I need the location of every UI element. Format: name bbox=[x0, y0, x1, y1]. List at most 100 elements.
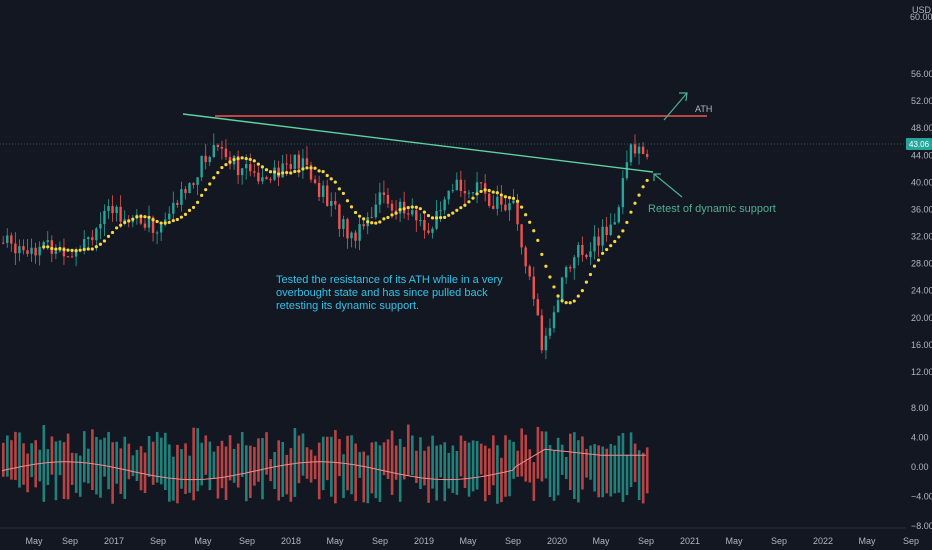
oscillator-bar bbox=[192, 427, 195, 501]
y-tick-label: 8.00 bbox=[911, 403, 929, 413]
candle bbox=[196, 177, 199, 196]
y-tick-label: −8.00 bbox=[911, 521, 932, 531]
ma-dot bbox=[272, 170, 277, 174]
oscillator-bar bbox=[544, 431, 548, 479]
ma-dot bbox=[301, 167, 305, 171]
candle bbox=[585, 253, 588, 260]
candle bbox=[386, 187, 390, 208]
candle bbox=[301, 149, 305, 179]
oscillator-bar bbox=[22, 443, 25, 485]
candle bbox=[407, 208, 410, 221]
oscillator-bar bbox=[103, 437, 106, 477]
annotation-line: Retest of dynamic support bbox=[648, 203, 776, 215]
price-tag: 43.06 bbox=[906, 138, 932, 150]
ma-dot bbox=[98, 242, 102, 246]
oscillator-bar bbox=[184, 443, 187, 494]
ma-dot bbox=[447, 213, 451, 217]
oscillator-bar bbox=[423, 450, 426, 486]
ma-dot bbox=[532, 229, 536, 233]
ma-dot bbox=[402, 207, 406, 211]
ma-dot bbox=[224, 163, 228, 167]
candle bbox=[236, 150, 240, 184]
oscillator-bar bbox=[382, 442, 386, 476]
oscillator-bar bbox=[159, 437, 163, 485]
x-tick-label: May bbox=[858, 536, 876, 546]
time-axis[interactable]: May Sep 2017 Sep May Sep 2018 May Sep 2019 May Sep 2… bbox=[25, 536, 919, 546]
candle bbox=[573, 254, 576, 280]
x-tick-label: May bbox=[592, 536, 610, 546]
candle bbox=[443, 196, 446, 215]
candle bbox=[637, 142, 641, 165]
y-tick-label: 56.00 bbox=[911, 69, 932, 79]
oscillator-bar bbox=[402, 446, 406, 480]
oscillator-bar bbox=[26, 453, 29, 493]
candle bbox=[321, 180, 325, 204]
candle bbox=[265, 175, 268, 180]
oscillator-bar bbox=[212, 451, 216, 479]
oscillator-bar bbox=[220, 440, 224, 489]
oscillator-bar bbox=[151, 441, 155, 485]
ma-dot bbox=[248, 157, 252, 162]
candle bbox=[358, 217, 361, 251]
ma-dot bbox=[394, 211, 398, 215]
oscillator-bar bbox=[309, 449, 313, 483]
oscillator-bar bbox=[374, 441, 378, 499]
oscillator-bar bbox=[354, 443, 357, 502]
ma-dot bbox=[317, 169, 321, 173]
oscillator-bar bbox=[273, 452, 276, 490]
candle bbox=[334, 192, 337, 210]
ma-dot bbox=[434, 216, 439, 220]
oscillator-bar bbox=[111, 442, 114, 504]
ma-dot bbox=[596, 258, 601, 262]
candle bbox=[621, 170, 625, 215]
ma-dot bbox=[503, 195, 507, 199]
ma-dot bbox=[471, 196, 475, 200]
candle bbox=[548, 318, 552, 340]
oscillator-bar bbox=[439, 444, 442, 478]
y-tick-label: 12.00 bbox=[911, 367, 932, 377]
ma-dot bbox=[289, 171, 293, 175]
ma-dot bbox=[637, 193, 641, 197]
ma-dot bbox=[264, 168, 269, 172]
oscillator-bar bbox=[540, 431, 544, 482]
candle bbox=[155, 230, 159, 245]
candle bbox=[22, 239, 25, 255]
ma-dot bbox=[349, 205, 354, 209]
ma-dot bbox=[268, 170, 273, 174]
candle bbox=[451, 183, 454, 193]
candle bbox=[269, 176, 272, 184]
ma-dot bbox=[641, 185, 645, 189]
ma-dot bbox=[82, 247, 86, 252]
candle bbox=[508, 198, 511, 222]
ma-dot bbox=[236, 157, 240, 161]
x-tick-label: 2020 bbox=[547, 536, 567, 546]
ma-dot bbox=[544, 264, 548, 268]
candle bbox=[455, 172, 458, 191]
ma-dot bbox=[572, 299, 576, 303]
x-tick-label: 2021 bbox=[680, 536, 700, 546]
oscillator-bar bbox=[569, 433, 572, 491]
oscillator-bar bbox=[500, 457, 503, 503]
candle bbox=[544, 327, 548, 360]
ma-dot bbox=[483, 188, 487, 192]
oscillator-bar bbox=[398, 438, 402, 502]
oscillator-bar bbox=[625, 454, 629, 496]
ma-dot bbox=[42, 245, 46, 249]
ma-dot bbox=[90, 247, 94, 251]
ma-dot bbox=[159, 221, 163, 225]
candle bbox=[99, 212, 102, 240]
price-axis[interactable]: 56.00 52.00 48.00 44.00 40.00 36.00 32.00 28.00… bbox=[911, 69, 932, 531]
oscillator-bar bbox=[390, 430, 394, 495]
oscillator-bar bbox=[168, 444, 171, 502]
candle bbox=[216, 143, 220, 151]
ma-dot bbox=[337, 187, 341, 191]
candle bbox=[297, 150, 301, 178]
candle bbox=[479, 182, 483, 189]
candle bbox=[293, 154, 296, 173]
oscillator-bar bbox=[524, 434, 528, 482]
ma-dot bbox=[147, 215, 151, 219]
oscillator-bar bbox=[601, 446, 604, 498]
candle bbox=[427, 222, 430, 235]
ma-dot bbox=[601, 251, 605, 256]
